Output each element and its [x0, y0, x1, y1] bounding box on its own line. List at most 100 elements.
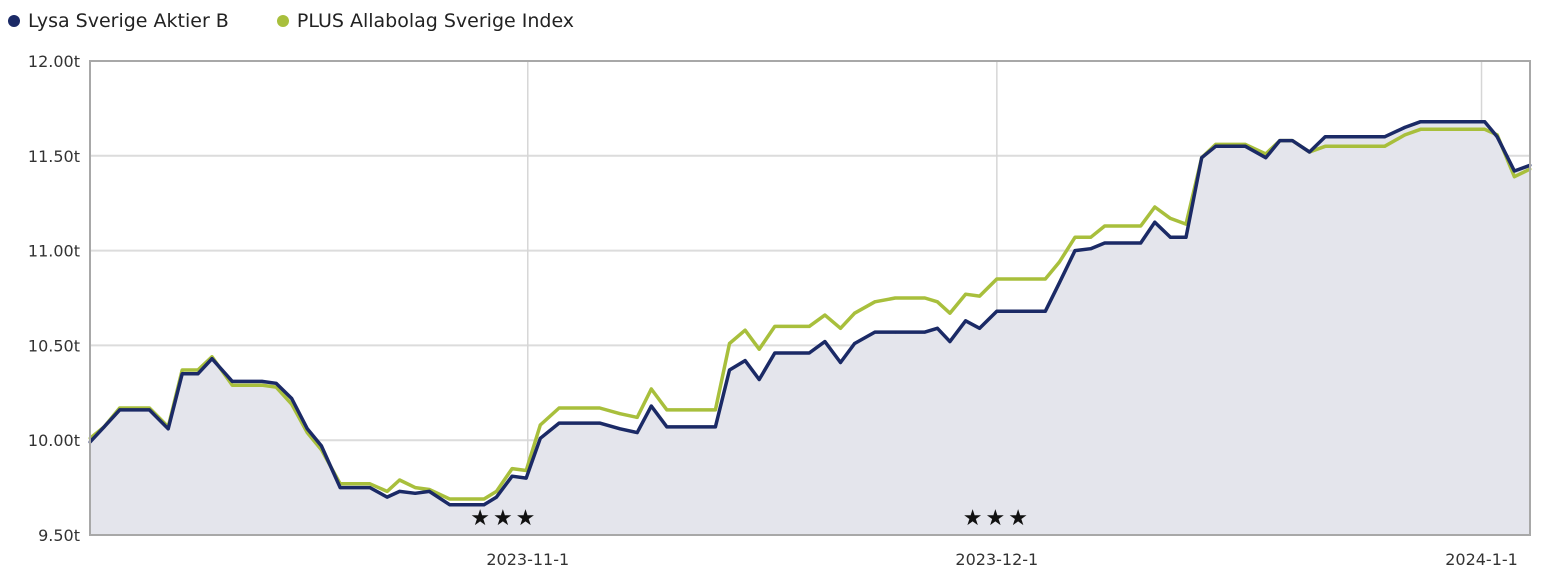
data-point [1419, 120, 1423, 124]
data-point [448, 503, 452, 507]
data-point [495, 489, 499, 493]
y-tick-label: 11.50t [28, 147, 80, 166]
data-point [935, 300, 939, 304]
legend-label: Lysa Sverige Aktier B [28, 10, 229, 32]
y-tick-label: 12.00t [28, 52, 80, 71]
data-point [823, 313, 827, 317]
legend-item-plus-index[interactable]: PLUS Allabolag Sverige Index [276, 10, 575, 32]
legend-label: PLUS Allabolag Sverige Index [296, 10, 575, 32]
data-point [510, 474, 514, 478]
y-tick-label: 10.50t [28, 336, 80, 355]
data-point [274, 381, 278, 385]
data-point [757, 347, 761, 351]
y-tick-label: 9.50t [38, 526, 80, 545]
data-point [1073, 249, 1077, 253]
data-point [995, 277, 999, 281]
data-point [978, 326, 982, 330]
x-tick-label: 2024-1-1 [1445, 550, 1518, 569]
legend-marker-icon [276, 15, 289, 27]
data-point [1168, 235, 1172, 239]
data-point [713, 408, 717, 412]
x-tick-label: 2023-12-1 [955, 550, 1038, 569]
data-point [338, 486, 342, 490]
data-point [1139, 224, 1143, 228]
data-point [1403, 133, 1407, 137]
data-point [398, 489, 402, 493]
data-point [948, 340, 952, 344]
data-point [482, 503, 486, 507]
data-point [1290, 139, 1294, 143]
data-point [1495, 135, 1499, 139]
data-point [935, 326, 939, 330]
data-point [823, 340, 827, 344]
data-point [385, 489, 389, 493]
data-point [1057, 260, 1061, 264]
annotations: ★★★ ★★★ [470, 506, 1031, 531]
data-point [427, 489, 431, 493]
data-point [147, 408, 151, 412]
data-point [1323, 144, 1327, 148]
data-point [413, 491, 417, 495]
data-point [1383, 144, 1387, 148]
data-point [319, 444, 323, 448]
data-point [524, 476, 528, 480]
legend: Lysa Sverige Aktier B PLUS Allabolag Sve… [8, 10, 574, 32]
data-point [1073, 235, 1077, 239]
data-point [807, 324, 811, 328]
data-point [102, 425, 106, 429]
legend-marker-icon [8, 15, 20, 27]
data-point [1043, 309, 1047, 313]
data-point [1383, 135, 1387, 139]
data-point [1278, 139, 1282, 143]
data-point [964, 319, 968, 323]
data-point [598, 421, 602, 425]
data-point [538, 423, 542, 427]
data-point [398, 478, 402, 482]
data-point [873, 300, 877, 304]
data-point [1483, 120, 1487, 124]
data-point [1512, 175, 1516, 179]
data-point [510, 467, 514, 471]
data-point [230, 383, 234, 387]
plot-border [89, 60, 1531, 536]
data-point [230, 379, 234, 383]
data-point [995, 309, 999, 313]
data-point [853, 311, 857, 315]
data-point [210, 357, 214, 361]
data-point [948, 311, 952, 315]
legend-item-lysa[interactable]: Lysa Sverige Aktier B [8, 10, 229, 32]
data-point [1214, 144, 1218, 148]
data-point [598, 406, 602, 410]
data-point [1512, 169, 1516, 173]
data-point [923, 296, 927, 300]
data-point [649, 404, 653, 408]
data-point [368, 482, 372, 486]
data-point [1139, 241, 1143, 245]
data-point [166, 427, 170, 431]
data-point [635, 415, 639, 419]
data-point [1403, 125, 1407, 129]
data-point [1057, 281, 1061, 285]
data-point [978, 294, 982, 298]
data-point [557, 421, 561, 425]
data-point [305, 427, 309, 431]
data-point [1153, 205, 1157, 209]
data-point [196, 372, 200, 376]
data-point [1103, 241, 1107, 245]
star-rating-marker: ★★★ [963, 506, 1031, 531]
data-point [368, 486, 372, 490]
x-axis: 2023-11-1 2023-12-1 2024-1-1 [486, 550, 1517, 569]
data-point [1483, 127, 1487, 131]
data-point [893, 296, 897, 300]
data-point [893, 330, 897, 334]
y-axis: 12.00t 11.50t 11.00t 10.50t 10.00t 9.50t [28, 52, 80, 545]
data-point [385, 495, 389, 499]
data-point [1308, 150, 1312, 154]
data-point [1419, 127, 1423, 131]
data-point [1264, 156, 1268, 160]
data-point [649, 387, 653, 391]
data-point [757, 378, 761, 382]
data-point [773, 324, 777, 328]
data-point [1153, 220, 1157, 224]
data-point [180, 368, 184, 372]
